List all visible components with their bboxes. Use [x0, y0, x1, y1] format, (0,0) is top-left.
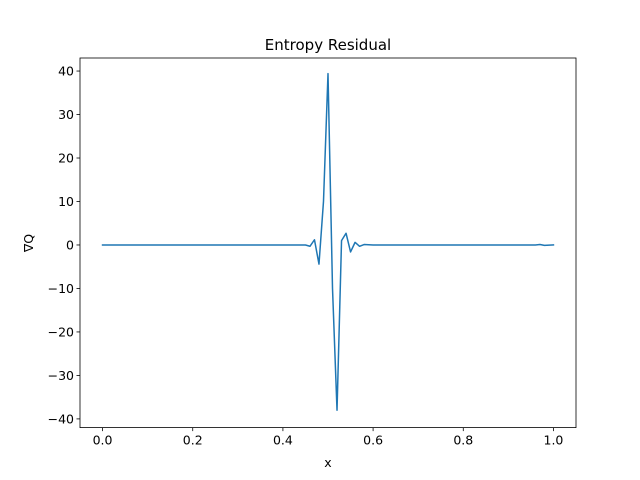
- y-tick-label: 40: [58, 64, 74, 79]
- y-tick-label: 0: [66, 237, 74, 252]
- x-tick-label: 0.2: [183, 433, 203, 448]
- y-tick-label: 10: [58, 194, 74, 209]
- axes-frame: [79, 57, 577, 429]
- x-tick-label: 0.0: [93, 433, 113, 448]
- x-ticks: 0.0 0.2 0.4 0.6 0.8 1.0: [93, 427, 564, 448]
- x-tick-label: 0.6: [363, 433, 383, 448]
- y-tick-label: −20: [48, 324, 74, 339]
- x-tick-label: 0.8: [453, 433, 473, 448]
- y-tick-label: 30: [58, 107, 74, 122]
- chart-title: Entropy Residual: [265, 36, 391, 54]
- x-axis-label: x: [324, 455, 331, 470]
- x-tick-label: 0.4: [273, 433, 293, 448]
- y-axis-label: ∇Q: [21, 234, 36, 253]
- series-line-0: [101, 72, 555, 411]
- y-tick-label: −30: [48, 368, 74, 383]
- y-tick-label: −40: [48, 411, 74, 426]
- x-tick-label: 1.0: [544, 433, 564, 448]
- y-ticks: −40 −30 −20 −10 0 10 20 30 40: [48, 64, 80, 426]
- y-tick-label: 20: [58, 151, 74, 166]
- series-layer: [101, 72, 555, 411]
- y-tick-label: −10: [48, 281, 74, 296]
